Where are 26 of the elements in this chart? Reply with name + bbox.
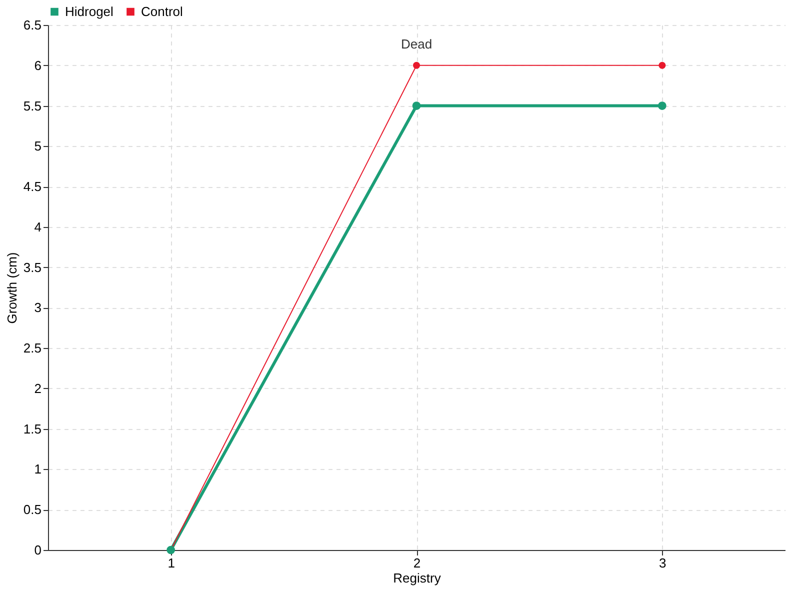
point <box>658 62 666 69</box>
x-axis-title: Registry <box>393 570 442 586</box>
y-tick-label: 5.5 <box>23 98 42 114</box>
x-tick-label: 3 <box>659 556 666 570</box>
y-tick-label: 1.5 <box>23 421 42 436</box>
y-tick-label: 1 <box>34 462 42 477</box>
legend-label: Control <box>141 4 184 19</box>
y-tick-label: 3.5 <box>23 260 42 275</box>
y-tick-label: 2 <box>34 380 42 396</box>
y-tick-label: 4.5 <box>23 179 42 194</box>
point <box>658 102 666 110</box>
y-axis-title: Growth (cm) <box>4 252 20 324</box>
x-tick-label: 1 <box>168 556 175 570</box>
x-tick-label: 2 <box>413 556 421 570</box>
y-tick-label: 6.5 <box>23 18 42 32</box>
annotation: Dead <box>400 36 432 52</box>
y-tick-label: 2.5 <box>23 340 42 356</box>
y-tick-label: 3 <box>34 300 42 316</box>
y-tick-label: 4 <box>34 219 42 234</box>
y-tick-label: 0 <box>34 542 42 558</box>
y-tick-label: 0.5 <box>23 502 42 518</box>
legend-label: Hidrogel <box>65 4 114 19</box>
point <box>412 62 420 69</box>
y-tick-label: 5 <box>34 138 42 154</box>
y-tick-label: 6 <box>34 58 42 73</box>
point <box>412 102 421 110</box>
